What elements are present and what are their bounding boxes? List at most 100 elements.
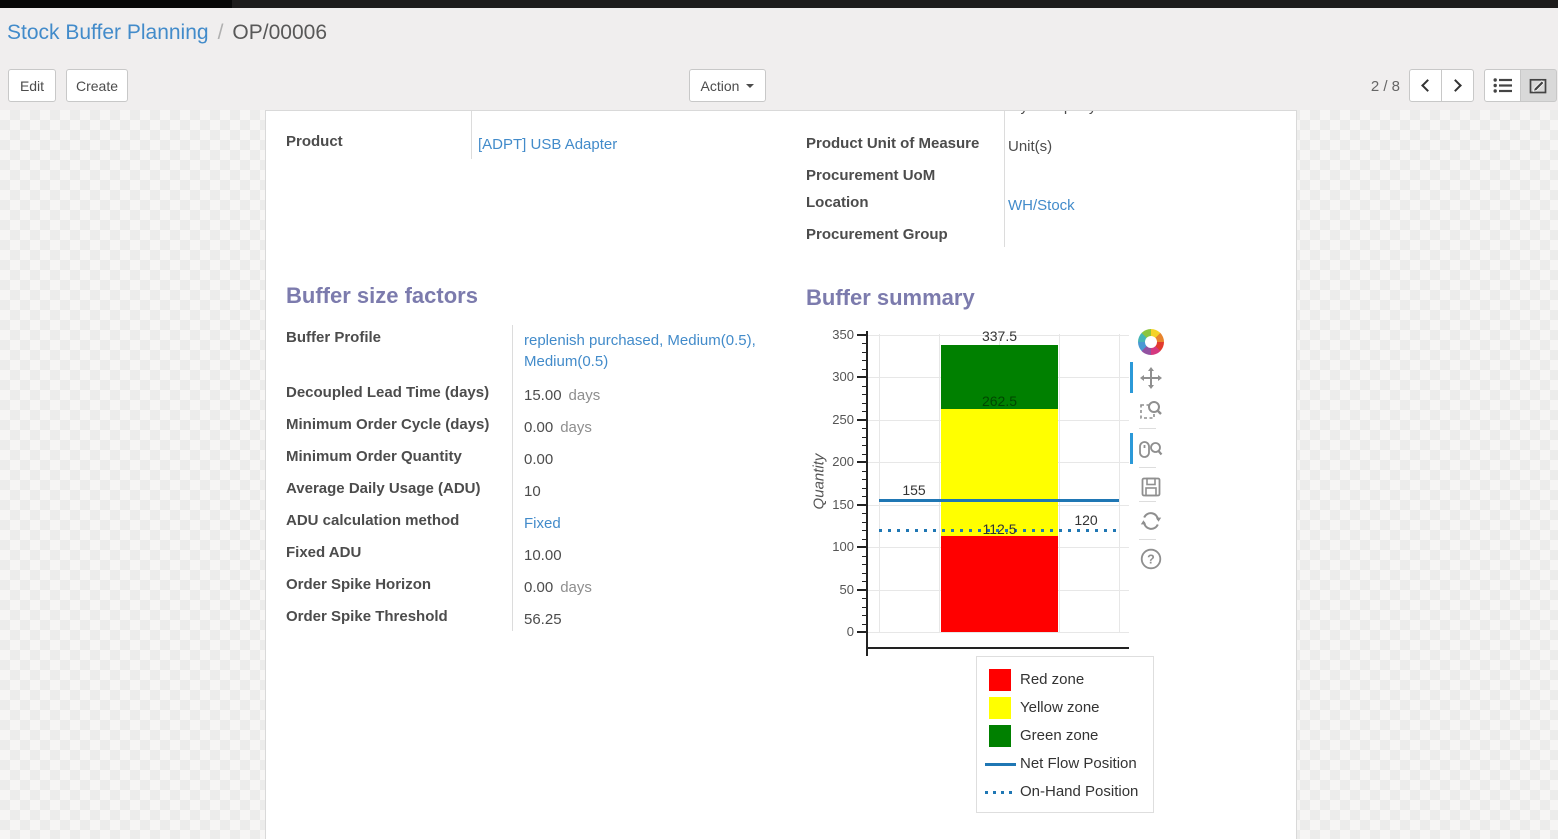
reset-tool-icon[interactable]: [1138, 508, 1164, 534]
y-minor-tick: [862, 513, 867, 514]
svg-text:?: ?: [1147, 552, 1155, 566]
red-zone-bar: [941, 536, 1058, 632]
factor-label-order-spike-horizon: Order Spike Horizon: [286, 576, 432, 593]
y-minor-tick: [862, 615, 867, 616]
y-minor-tick: [862, 368, 867, 370]
y-minor-tick: [862, 428, 867, 429]
green-zone-bar: [941, 345, 1058, 409]
save-tool-icon[interactable]: [1138, 474, 1164, 500]
y-tick-label: 0: [846, 624, 854, 639]
pager-nav-group: [1409, 69, 1474, 102]
field-separator: [1004, 111, 1005, 247]
factor-label-minimum-order-cycle-days: Minimum Order Cycle (days): [286, 416, 490, 433]
factor-value-minimum-order-cycle-days: 0.00 days: [524, 419, 592, 436]
net-flow-position-legend-label: Net Flow Position: [1020, 755, 1137, 772]
help-tool-icon[interactable]: ?: [1138, 546, 1164, 572]
y-minor-tick: [862, 343, 867, 344]
active-tool-indicator: [1130, 433, 1133, 464]
factor-label-decoupled-lead-time-days: Decoupled Lead Time (days): [286, 384, 490, 401]
factor-value-order-spike-threshold: 56.25: [524, 611, 562, 628]
y-minor-tick: [862, 572, 867, 574]
field-label-product-unit-of-measure: Product Unit of Measure: [806, 135, 980, 152]
field-label-procurement-group: Procurement Group: [806, 226, 948, 243]
field-separator: [512, 325, 513, 631]
net-flow-position-line: [879, 499, 1119, 503]
box-zoom-tool-icon[interactable]: [1138, 397, 1164, 423]
toolbar-divider: [1139, 467, 1156, 468]
y-minor-tick: [862, 530, 867, 531]
on-hand-position-label: 120: [1074, 512, 1098, 528]
y-major-tick: [857, 461, 867, 463]
factor-value-average-daily-usage-adu: 10: [524, 483, 541, 500]
wheel-zoom-tool-icon[interactable]: [1138, 436, 1164, 462]
active-tool-indicator: [1130, 362, 1133, 393]
y-major-tick: [857, 503, 867, 506]
y-minor-tick: [862, 496, 867, 497]
factor-label-adu-calculation-method: ADU calculation method: [286, 512, 460, 529]
y-minor-tick: [862, 623, 867, 625]
top-bar-dark-segment: [0, 0, 232, 8]
factor-value-adu-calculation-method[interactable]: Fixed: [524, 515, 561, 532]
breadcrumb-separator: /: [217, 21, 224, 44]
y-tick-label: 50: [839, 581, 854, 597]
y-major-tick: [857, 588, 867, 591]
factor-value-minimum-order-quantity: 0.00: [524, 451, 554, 468]
form-view-button[interactable]: [1520, 69, 1557, 102]
breadcrumb-parent-link[interactable]: Stock Buffer Planning: [7, 21, 209, 44]
field-value-product[interactable]: [ADPT] USB Adapter: [478, 136, 618, 153]
buffer-size-factors-title: Buffer size factors: [286, 283, 478, 308]
red-zone-swatch: [989, 669, 1011, 691]
y-major-tick: [857, 376, 867, 378]
factor-value-buffer-profile[interactable]: replenish purchased, Medium(0.5), Medium…: [524, 332, 756, 370]
x-axis-tick: [866, 647, 868, 656]
net-flow-position-swatch: [985, 763, 1016, 766]
yellow-zone-swatch: [989, 697, 1011, 719]
y-major-tick: [857, 546, 867, 548]
green-zone-bottom-label: 262.5: [981, 392, 1018, 409]
view-switcher-group: [1484, 69, 1557, 102]
pager-count: 2 / 8: [1370, 78, 1400, 95]
y-minor-tick: [862, 606, 867, 608]
y-tick-label: 200: [832, 454, 854, 469]
y-minor-tick: [862, 564, 867, 565]
factor-label-average-daily-usage-adu: Average Daily Usage (ADU): [286, 480, 481, 497]
action-label: Action: [700, 77, 740, 94]
x-axis-line: [866, 647, 1129, 649]
factor-label-order-spike-threshold: Order Spike Threshold: [286, 608, 448, 625]
y-minor-tick: [862, 521, 867, 523]
y-minor-tick: [862, 538, 867, 540]
red-zone-top-label: 112.5: [982, 521, 1017, 538]
list-view-button[interactable]: [1484, 69, 1521, 102]
previous-page-button[interactable]: [1409, 69, 1442, 102]
grid-line-h: [868, 632, 1129, 633]
y-axis-line: [866, 331, 868, 655]
y-minor-tick: [862, 470, 867, 472]
pan-tool-icon[interactable]: [1138, 365, 1164, 391]
chart-legend: Red zone Yellow zone Green zone Net Flow Po…: [976, 656, 1154, 813]
create-button[interactable]: Create: [66, 69, 128, 102]
form-sheet: Buffer size factors Buffer summary Produ…: [265, 110, 1297, 839]
field-separator: [471, 111, 472, 159]
buffer-chart: 155 120 337.5 262.5 112.5 0 50 100 150 200 250 300 3…: [806, 325, 1140, 670]
edit-button[interactable]: Edit: [8, 69, 56, 102]
factor-value-fixed-adu: 10.00: [524, 547, 562, 564]
top-bar: [0, 0, 1558, 8]
buffer-summary-title: Buffer summary: [806, 285, 975, 310]
y-minor-tick: [862, 436, 867, 438]
red-zone-legend-label: Red zone: [1020, 671, 1085, 688]
list-view-icon: [1493, 77, 1513, 94]
grid-line-v: [939, 334, 940, 633]
bokeh-logo-icon[interactable]: [1138, 329, 1164, 355]
yellow-zone-legend-label: Yellow zone: [1020, 699, 1100, 716]
on-hand-position-legend-label: On-Hand Position: [1020, 783, 1139, 800]
y-minor-tick: [862, 411, 867, 412]
chevron-right-icon: [1449, 79, 1462, 92]
next-page-button[interactable]: [1441, 69, 1474, 102]
field-value-location[interactable]: WH/Stock: [1008, 197, 1075, 214]
green-zone-legend-label: Green zone: [1020, 727, 1099, 744]
breadcrumb: Stock Buffer Planning / OP/00006: [7, 21, 327, 45]
action-dropdown-button[interactable]: Action: [689, 69, 766, 102]
on-hand-position-line: [879, 529, 1119, 532]
y-minor-tick: [862, 487, 867, 489]
y-tick-label: 300: [832, 369, 854, 384]
